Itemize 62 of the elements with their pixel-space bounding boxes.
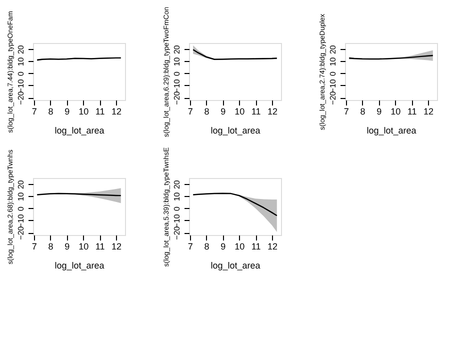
x-axis-title: log_lot_area	[54, 126, 104, 136]
x-tick-label: 12	[423, 106, 434, 116]
line-series	[192, 192, 278, 216]
y-tick-label: 10	[16, 192, 26, 202]
x-tick-label: 10	[234, 242, 245, 252]
y-tick-label: 20	[172, 180, 182, 190]
x-tick-label: 7	[188, 242, 193, 252]
y-tick-label: 20	[16, 180, 26, 190]
x-tick-label: 8	[204, 106, 210, 116]
x-tick-label: 11	[95, 242, 105, 252]
y-tick-label: 10	[328, 56, 338, 66]
y-tick-label: −10	[172, 78, 182, 93]
x-tick-label: 8	[48, 242, 54, 252]
x-tick-label: 12	[111, 106, 122, 116]
x-tick-label: 11	[407, 106, 417, 116]
y-tick-label: 10	[172, 192, 182, 202]
x-tick-label: 7	[344, 106, 349, 116]
x-tick-label: 10	[78, 106, 89, 116]
y-tick-label: 20	[172, 44, 182, 54]
y-tick-label: −10	[16, 78, 26, 93]
y-tick-label: 0	[172, 206, 182, 212]
x-axis-title: log_lot_area	[366, 126, 416, 136]
line-series	[192, 49, 278, 60]
y-tick-label: −20	[172, 226, 182, 240]
x-tick-label: 8	[204, 242, 210, 252]
x-tick-label: 7	[32, 242, 37, 252]
x-tick-label: 12	[267, 106, 278, 116]
y-tick-label: 0	[172, 71, 182, 76]
x-tick-label: 9	[64, 106, 70, 116]
y-tick-label: 10	[172, 56, 182, 66]
x-tick-label: 12	[111, 242, 122, 252]
x-tick-label: 10	[390, 106, 401, 116]
y-tick-label: 20	[328, 44, 338, 54]
x-tick-label: 10	[234, 106, 245, 116]
y-tick-label: −20	[328, 90, 338, 105]
x-tick-label: 7	[188, 106, 193, 116]
x-tick-label: 9	[376, 106, 382, 116]
x-tick-label: 11	[95, 106, 105, 116]
x-axis-title: log_lot_area	[54, 260, 104, 270]
x-axis-title: log_lot_area	[210, 260, 260, 270]
x-tick-label: 9	[220, 106, 226, 116]
y-tick-label: 0	[16, 206, 26, 212]
x-axis-title: log_lot_area	[210, 126, 260, 136]
x-tick-label: 7	[32, 106, 37, 116]
y-tick-label: 0	[16, 71, 26, 76]
x-tick-label: 9	[220, 242, 226, 252]
y-tick-label: −10	[328, 78, 338, 93]
y-tick-label: 0	[328, 71, 338, 76]
y-tick-label: −20	[172, 90, 182, 105]
x-tick-label: 11	[251, 242, 261, 252]
y-tick-label: −10	[16, 214, 26, 228]
x-tick-label: 11	[251, 106, 261, 116]
x-tick-label: 8	[48, 106, 54, 116]
y-tick-label: −10	[172, 214, 182, 228]
x-tick-label: 8	[360, 106, 366, 116]
y-tick-label: −20	[16, 90, 26, 105]
x-tick-label: 9	[64, 242, 70, 252]
x-tick-label: 10	[78, 242, 89, 252]
y-tick-label: −20	[16, 226, 26, 240]
x-tick-label: 12	[267, 242, 278, 252]
y-tick-label: 20	[16, 44, 26, 54]
y-tick-label: 10	[16, 56, 26, 66]
